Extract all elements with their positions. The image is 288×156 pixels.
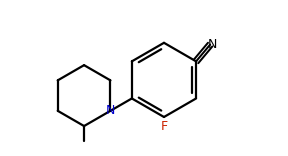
Text: N: N (208, 38, 217, 51)
Text: F: F (160, 120, 168, 133)
Text: N: N (106, 104, 115, 117)
